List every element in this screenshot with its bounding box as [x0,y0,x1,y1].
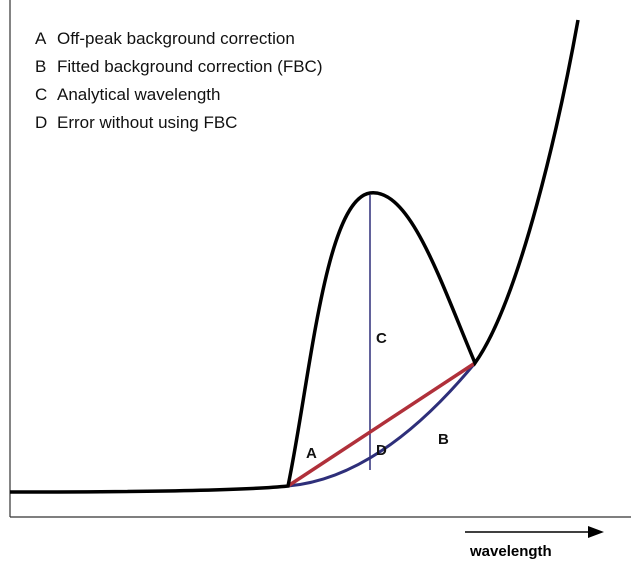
legend-key: D [35,113,47,132]
off-peak-background [287,361,476,488]
legend-text: Analytical wavelength [57,85,220,104]
legend-text: Off-peak background correction [57,29,295,48]
label-c: C [376,330,387,347]
legend-text: Fitted background correction (FBC) [57,57,323,76]
legend-key: C [35,85,47,104]
label-a: A [306,445,317,462]
legend-key: A [35,29,47,48]
arrow-head [588,526,604,538]
spectrum-curve [9,19,580,494]
legend-text: Error without using FBC [57,113,237,132]
x-axis-label: wavelength [469,543,552,560]
legend: A Off-peak background correction B Fitte… [35,29,323,132]
label-b: B [438,431,449,448]
fitted-background [287,362,477,488]
legend-key: B [35,57,46,76]
label-d: D [376,442,387,459]
